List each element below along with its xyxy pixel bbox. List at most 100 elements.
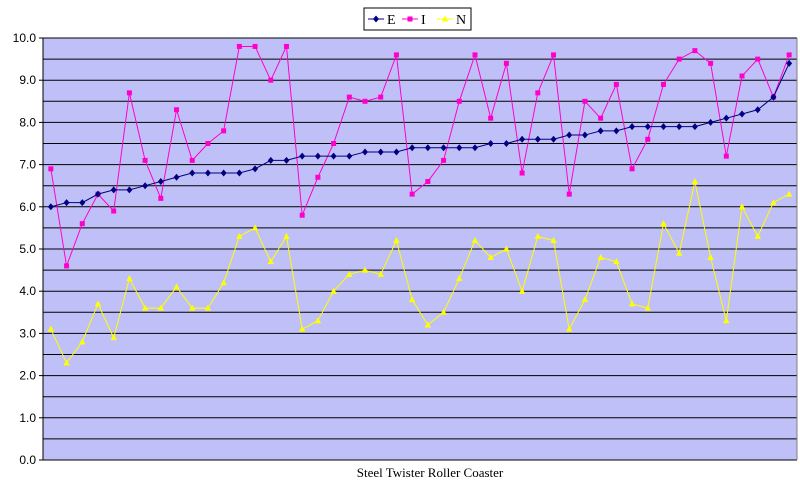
- data-point-I: [362, 98, 368, 104]
- data-point-E: [126, 186, 133, 194]
- data-point-E: [409, 144, 416, 152]
- data-point-N: [330, 287, 337, 294]
- data-point-E: [581, 131, 588, 139]
- data-point-N: [487, 253, 494, 260]
- data-point-N: [236, 232, 243, 239]
- data-point-N: [361, 266, 369, 273]
- data-point-E: [739, 110, 746, 118]
- data-point-N: [189, 304, 196, 311]
- data-point-I: [64, 263, 70, 269]
- series-N: [47, 177, 793, 366]
- data-point-N: [110, 334, 117, 341]
- data-point-N: [534, 232, 542, 239]
- data-point-E: [660, 123, 667, 131]
- data-point-E: [440, 144, 447, 152]
- data-point-N: [675, 249, 683, 256]
- data-point-N: [346, 270, 353, 277]
- data-point-E: [330, 152, 337, 160]
- data-point-N: [141, 304, 149, 311]
- data-point-I: [692, 48, 698, 54]
- data-point-I: [189, 157, 195, 163]
- data-point-I: [535, 90, 541, 96]
- data-point-I: [676, 56, 682, 62]
- y-tick-label: 8.0: [19, 115, 36, 129]
- data-point-N: [173, 283, 180, 290]
- data-point-N: [267, 258, 274, 265]
- data-point-E: [456, 144, 463, 152]
- x-axis-label: Steel Twister Roller Coaster: [357, 465, 504, 480]
- data-point-I: [142, 157, 148, 163]
- data-point-I: [598, 115, 604, 121]
- data-point-N: [157, 304, 165, 311]
- data-point-I: [629, 166, 635, 172]
- data-point-N: [220, 279, 227, 286]
- data-point-E: [613, 127, 620, 135]
- data-point-E: [707, 118, 714, 126]
- data-point-E: [63, 199, 70, 207]
- legend-marker-E: [373, 15, 379, 23]
- data-point-E: [471, 144, 478, 152]
- data-point-N: [79, 338, 86, 345]
- data-point-N: [298, 325, 306, 332]
- data-point-N: [251, 224, 259, 231]
- data-point-I: [79, 221, 85, 227]
- data-point-E: [786, 59, 793, 67]
- y-tick-label: 7.0: [19, 158, 36, 172]
- data-point-I: [472, 52, 478, 58]
- y-axis: 0.0 1.0 2.0 3.0 4.0 5.0 6.0 7.0 8.0 9.0 10.0: [13, 31, 44, 467]
- data-point-E: [346, 152, 353, 160]
- data-point-I: [221, 128, 227, 134]
- data-point-N: [707, 253, 714, 260]
- data-point-N: [126, 275, 133, 282]
- series-layer: [47, 43, 793, 366]
- legend-label-I: I: [421, 13, 426, 28]
- data-point-N: [440, 308, 447, 315]
- data-point-E: [283, 156, 290, 164]
- data-point-E: [534, 135, 541, 143]
- data-point-E: [597, 127, 604, 135]
- y-tick-label: 5.0: [19, 242, 36, 256]
- data-point-E: [676, 123, 683, 131]
- data-point-N: [581, 296, 589, 303]
- data-point-N: [283, 232, 290, 239]
- data-point-N: [503, 245, 510, 252]
- data-point-I: [252, 43, 258, 49]
- data-point-I: [582, 98, 588, 104]
- data-point-N: [723, 317, 730, 324]
- data-point-I: [613, 81, 619, 87]
- data-point-E: [770, 93, 777, 101]
- data-point-E: [299, 152, 306, 160]
- data-point-I: [519, 170, 525, 176]
- data-point-E: [566, 131, 573, 139]
- data-point-I: [205, 141, 211, 146]
- data-point-E: [252, 165, 259, 173]
- data-point-E: [723, 114, 730, 122]
- legend-marker-I: [407, 16, 413, 22]
- data-point-I: [645, 136, 651, 142]
- data-point-I: [378, 94, 384, 100]
- data-point-I: [48, 166, 54, 172]
- data-point-I: [315, 174, 321, 180]
- data-point-E: [189, 169, 196, 177]
- data-point-I: [174, 107, 180, 113]
- data-point-N: [550, 237, 557, 244]
- y-tick-label: 6.0: [19, 200, 36, 214]
- data-point-E: [267, 156, 274, 164]
- data-point-I: [283, 43, 289, 49]
- data-point-N: [597, 253, 604, 260]
- data-point-I: [503, 60, 509, 66]
- data-point-E: [157, 177, 164, 185]
- data-point-I: [393, 52, 399, 58]
- legend-label-N: N: [456, 13, 466, 28]
- data-point-I: [441, 157, 447, 163]
- data-point-E: [204, 169, 211, 177]
- data-point-I: [268, 77, 274, 83]
- data-point-E: [393, 148, 400, 156]
- series-E: [47, 59, 793, 211]
- gridlines: [43, 37, 798, 461]
- data-point-E: [550, 135, 557, 143]
- data-point-E: [94, 190, 101, 198]
- data-point-N: [63, 359, 70, 366]
